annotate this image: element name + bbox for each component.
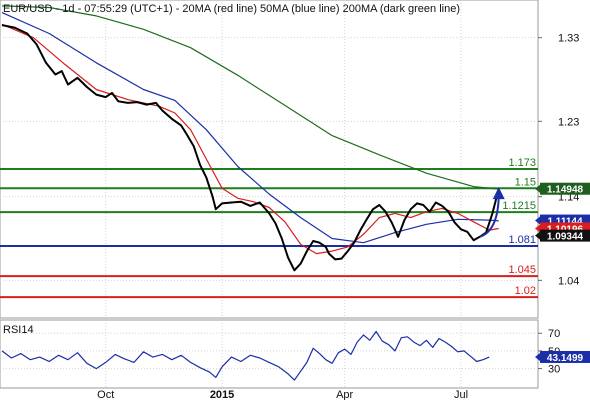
rsi-plot-frame — [0, 319, 539, 389]
x-tick-label: Oct — [97, 389, 114, 400]
series-line-200ma — [1, 5, 499, 190]
rsi-series — [1, 330, 490, 381]
y-tick-label: 1.23 — [558, 116, 579, 128]
y-tick-label: 1.33 — [558, 33, 579, 45]
main-grid — [0, 0, 538, 318]
level-label: 1.1215 — [502, 200, 536, 212]
price-tag-pointer — [535, 216, 540, 225]
trend-arrow-head — [492, 187, 505, 200]
x-tick-label: Apr — [336, 389, 353, 400]
price-tag-label: 1.09344 — [547, 232, 584, 243]
rsi-tick-label: 70 — [548, 328, 560, 340]
price-tag — [540, 182, 590, 195]
price-tag-label: 1.14948 — [547, 185, 584, 196]
rsi-grid — [0, 320, 538, 388]
rsi-price-tags: 43.1499 — [535, 350, 590, 364]
chart-title: EUR/USD - 1d - 07:55:29 (UTC+1) - 20MA (… — [3, 3, 460, 15]
level-label: 1.02 — [515, 285, 536, 297]
x-tick-label: Jul — [454, 389, 468, 400]
x-axis: Oct 2015 Apr Jul — [97, 389, 468, 401]
price-tag — [540, 229, 590, 242]
series-line-rsi14 — [1, 330, 490, 381]
price-tag-pointer — [535, 184, 540, 193]
price-tag-pointer — [535, 231, 540, 240]
rsi-value-tag-pointer — [535, 352, 540, 361]
rsi-title: RSI14 — [3, 324, 34, 336]
y-tick-label: 1.04 — [558, 275, 579, 287]
trend-arrow-shaft — [479, 197, 500, 238]
price-tag-label: 1.11144 — [547, 217, 582, 228]
main-series — [1, 5, 505, 272]
level-label: 1.081 — [508, 234, 536, 246]
series-line-50ma — [1, 12, 499, 244]
level-label: 1.173 — [508, 157, 536, 169]
level-label: 1.045 — [508, 264, 536, 276]
series-line-eur-usd — [1, 24, 500, 272]
x-tick-label: 2015 — [210, 389, 234, 400]
main-plot-frame — [0, 0, 539, 319]
rsi-tick-label: 30 — [548, 364, 560, 376]
rsi-value-tag-label: 43.1499 — [547, 353, 584, 364]
rsi-value-tag — [540, 350, 590, 363]
price-tag-pointer — [535, 224, 540, 233]
level-label: 1.15 — [515, 176, 536, 188]
